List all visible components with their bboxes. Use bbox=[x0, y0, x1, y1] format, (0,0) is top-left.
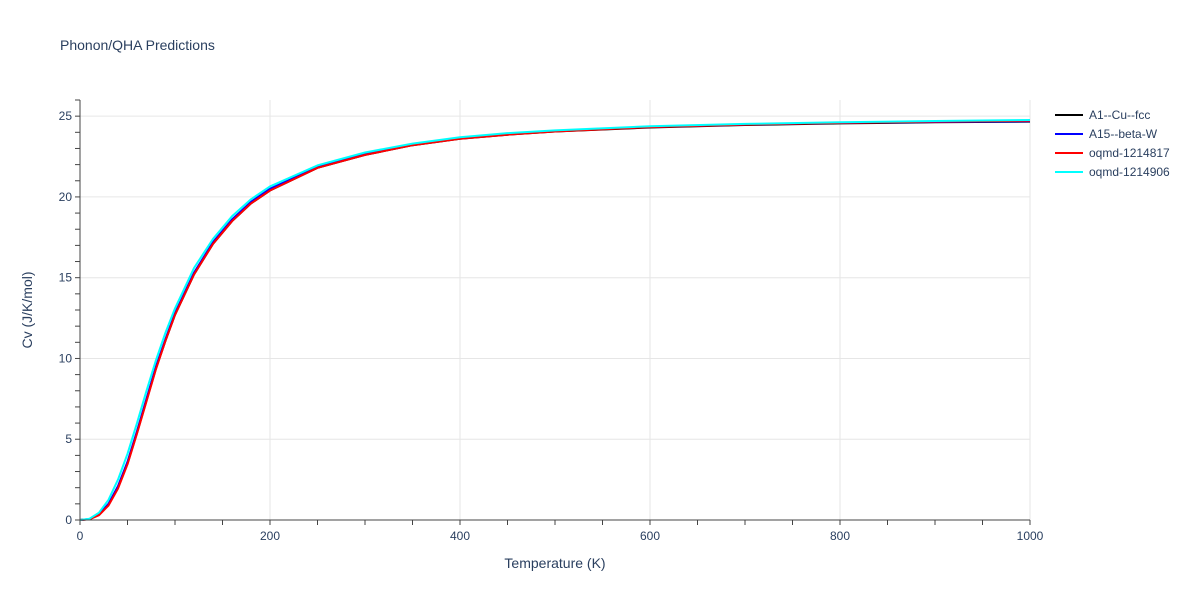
x-tick-label: 1000 bbox=[1017, 529, 1044, 543]
y-tick-label: 5 bbox=[65, 432, 72, 446]
x-tick-label: 0 bbox=[77, 529, 84, 543]
legend-label[interactable]: A15--beta-W bbox=[1089, 127, 1158, 141]
y-tick-label: 20 bbox=[59, 190, 73, 204]
legend-label[interactable]: oqmd-1214817 bbox=[1089, 146, 1170, 160]
legend-label[interactable]: A1--Cu--fcc bbox=[1089, 108, 1150, 122]
y-tick-label: 10 bbox=[59, 351, 73, 365]
axis-layer: 0 200 400 600 800 1000 0 5 10 15 20 25 bbox=[59, 99, 1044, 543]
legend-label[interactable]: oqmd-1214906 bbox=[1089, 165, 1170, 179]
y-tick-label: 15 bbox=[59, 271, 73, 285]
grid-layer bbox=[80, 100, 1031, 520]
chart-title: Phonon/QHA Predictions bbox=[60, 37, 215, 53]
x-tick-label: 200 bbox=[260, 529, 280, 543]
x-tick-label: 800 bbox=[830, 529, 850, 543]
x-axis-title: Temperature (K) bbox=[504, 555, 605, 571]
series-layer bbox=[79, 119, 1031, 521]
y-axis-title: Cv (J/K/mol) bbox=[19, 272, 35, 349]
series-line-3[interactable] bbox=[79, 119, 1031, 521]
y-tick-label: 0 bbox=[65, 513, 72, 527]
legend: A1--Cu--fcc A15--beta-W oqmd-1214817 oqmd-1… bbox=[1055, 108, 1170, 179]
x-tick-label: 600 bbox=[640, 529, 660, 543]
y-tick-label: 25 bbox=[59, 109, 73, 123]
x-tick-label: 400 bbox=[450, 529, 470, 543]
